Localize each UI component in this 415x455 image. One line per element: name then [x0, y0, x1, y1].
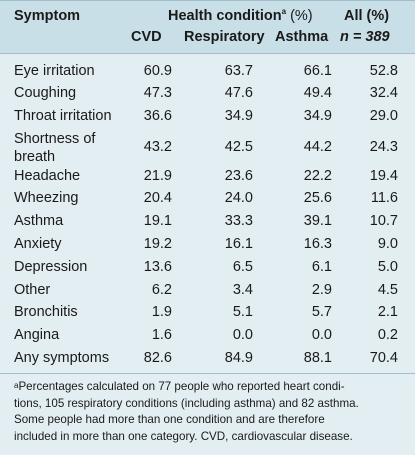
header-footnote-marker: a — [281, 7, 287, 16]
footnote-line-1: aPercentages calculated on 77 people who… — [14, 379, 406, 396]
value-asthma: 88.1 — [303, 350, 332, 366]
value-respiratory: 34.9 — [224, 108, 253, 124]
value-asthma: 44.2 — [303, 139, 332, 155]
value-respiratory: 23.6 — [224, 168, 253, 184]
header-col-cvd: CVD — [131, 29, 162, 45]
value-respiratory: 24.0 — [224, 190, 253, 206]
row-label: Anxiety — [14, 236, 62, 252]
row-label: Shortness of — [14, 131, 96, 147]
value-all: 4.5 — [377, 282, 398, 298]
value-all: 11.6 — [370, 190, 398, 206]
value-all: 9.0 — [377, 236, 398, 252]
value-cvd: 36.6 — [143, 108, 172, 124]
header-symptom: Symptom — [14, 8, 81, 24]
row-label: Headache — [14, 168, 81, 184]
value-all: 29.0 — [369, 108, 398, 124]
value-all: 0.2 — [377, 327, 398, 343]
value-cvd: 13.6 — [143, 259, 172, 275]
footnote-line-3: Some people had more than one condition … — [14, 413, 325, 426]
row-label: Bronchitis — [14, 304, 78, 320]
row-label: Eye irritation — [14, 63, 95, 79]
value-all: 52.8 — [369, 63, 398, 79]
value-respiratory: 3.4 — [232, 282, 253, 298]
value-all: 32.4 — [369, 85, 398, 101]
value-cvd: 1.9 — [151, 304, 172, 320]
header-health-condition-label: Health condition — [168, 8, 282, 24]
row-label: Throat irritation — [14, 108, 112, 124]
value-respiratory: 5.1 — [232, 304, 253, 320]
table-header: Symptom Health conditiona (%) All (%) CV… — [0, 0, 415, 53]
header-col-asthma: Asthma — [275, 29, 329, 45]
header-health-condition: Health conditiona (%) — [168, 7, 313, 24]
value-respiratory: 16.1 — [224, 236, 253, 252]
footnote-line-2: tions, 105 respiratory conditions (inclu… — [14, 396, 359, 410]
value-all: 19.4 — [369, 168, 398, 184]
value-asthma: 22.2 — [303, 168, 332, 184]
value-asthma: 34.9 — [303, 108, 332, 124]
header-all: All (%) — [344, 8, 389, 24]
value-cvd: 19.1 — [143, 213, 172, 229]
value-asthma: 5.7 — [311, 304, 332, 320]
value-cvd: 60.9 — [143, 63, 172, 79]
value-asthma: 0.0 — [311, 327, 332, 343]
footnote: aPercentages calculated on 77 people who… — [14, 379, 406, 445]
value-respiratory: 84.9 — [224, 350, 253, 366]
value-cvd: 82.6 — [143, 350, 172, 366]
footnote-line-4: included in more than one category. CVD,… — [14, 429, 353, 443]
value-all: 24.3 — [369, 139, 398, 155]
header-health-condition-unit: (%) — [286, 8, 313, 24]
value-cvd: 20.4 — [143, 190, 172, 206]
value-all: 10.7 — [369, 213, 398, 229]
value-all: 2.1 — [377, 304, 398, 320]
value-cvd: 1.6 — [151, 327, 172, 343]
value-respiratory: 0.0 — [232, 327, 253, 343]
row-label: Asthma — [14, 213, 64, 229]
row-label: Other — [14, 282, 51, 298]
value-asthma: 25.6 — [303, 190, 332, 206]
value-respiratory: 6.5 — [232, 259, 253, 275]
value-asthma: 2.9 — [311, 282, 332, 298]
row-label: Wheezing — [14, 190, 79, 206]
value-cvd: 47.3 — [143, 85, 172, 101]
footnote-text-1: Percentages calculated on 77 people who … — [18, 380, 345, 393]
value-all: 5.0 — [377, 259, 398, 275]
value-asthma: 16.3 — [303, 236, 332, 252]
header-n: n = 389 — [340, 29, 390, 45]
value-respiratory: 63.7 — [224, 63, 253, 79]
header-all-label: All (%) — [344, 8, 390, 24]
row-label: Depression — [14, 259, 88, 275]
row-label: Any symptoms — [14, 350, 110, 366]
value-asthma: 66.1 — [303, 63, 332, 79]
footnote-rule — [0, 373, 415, 374]
value-respiratory: 33.3 — [224, 213, 253, 229]
footnote-marker: a — [14, 381, 19, 390]
row-label-continued: breath — [14, 149, 56, 165]
value-asthma: 49.4 — [303, 85, 332, 101]
row-label: Coughing — [14, 85, 77, 101]
header-rule — [0, 53, 415, 54]
value-cvd: 19.2 — [143, 236, 172, 252]
value-asthma: 6.1 — [311, 259, 332, 275]
value-cvd: 6.2 — [151, 282, 172, 298]
top-rule — [0, 0, 415, 1]
value-asthma: 39.1 — [303, 213, 332, 229]
value-cvd: 21.9 — [143, 168, 172, 184]
row-label: Angina — [14, 327, 60, 343]
value-respiratory: 42.5 — [224, 139, 253, 155]
value-cvd: 43.2 — [143, 139, 172, 155]
header-col-respiratory: Respiratory — [184, 29, 265, 45]
value-respiratory: 47.6 — [224, 85, 253, 101]
value-all: 70.4 — [369, 350, 398, 366]
